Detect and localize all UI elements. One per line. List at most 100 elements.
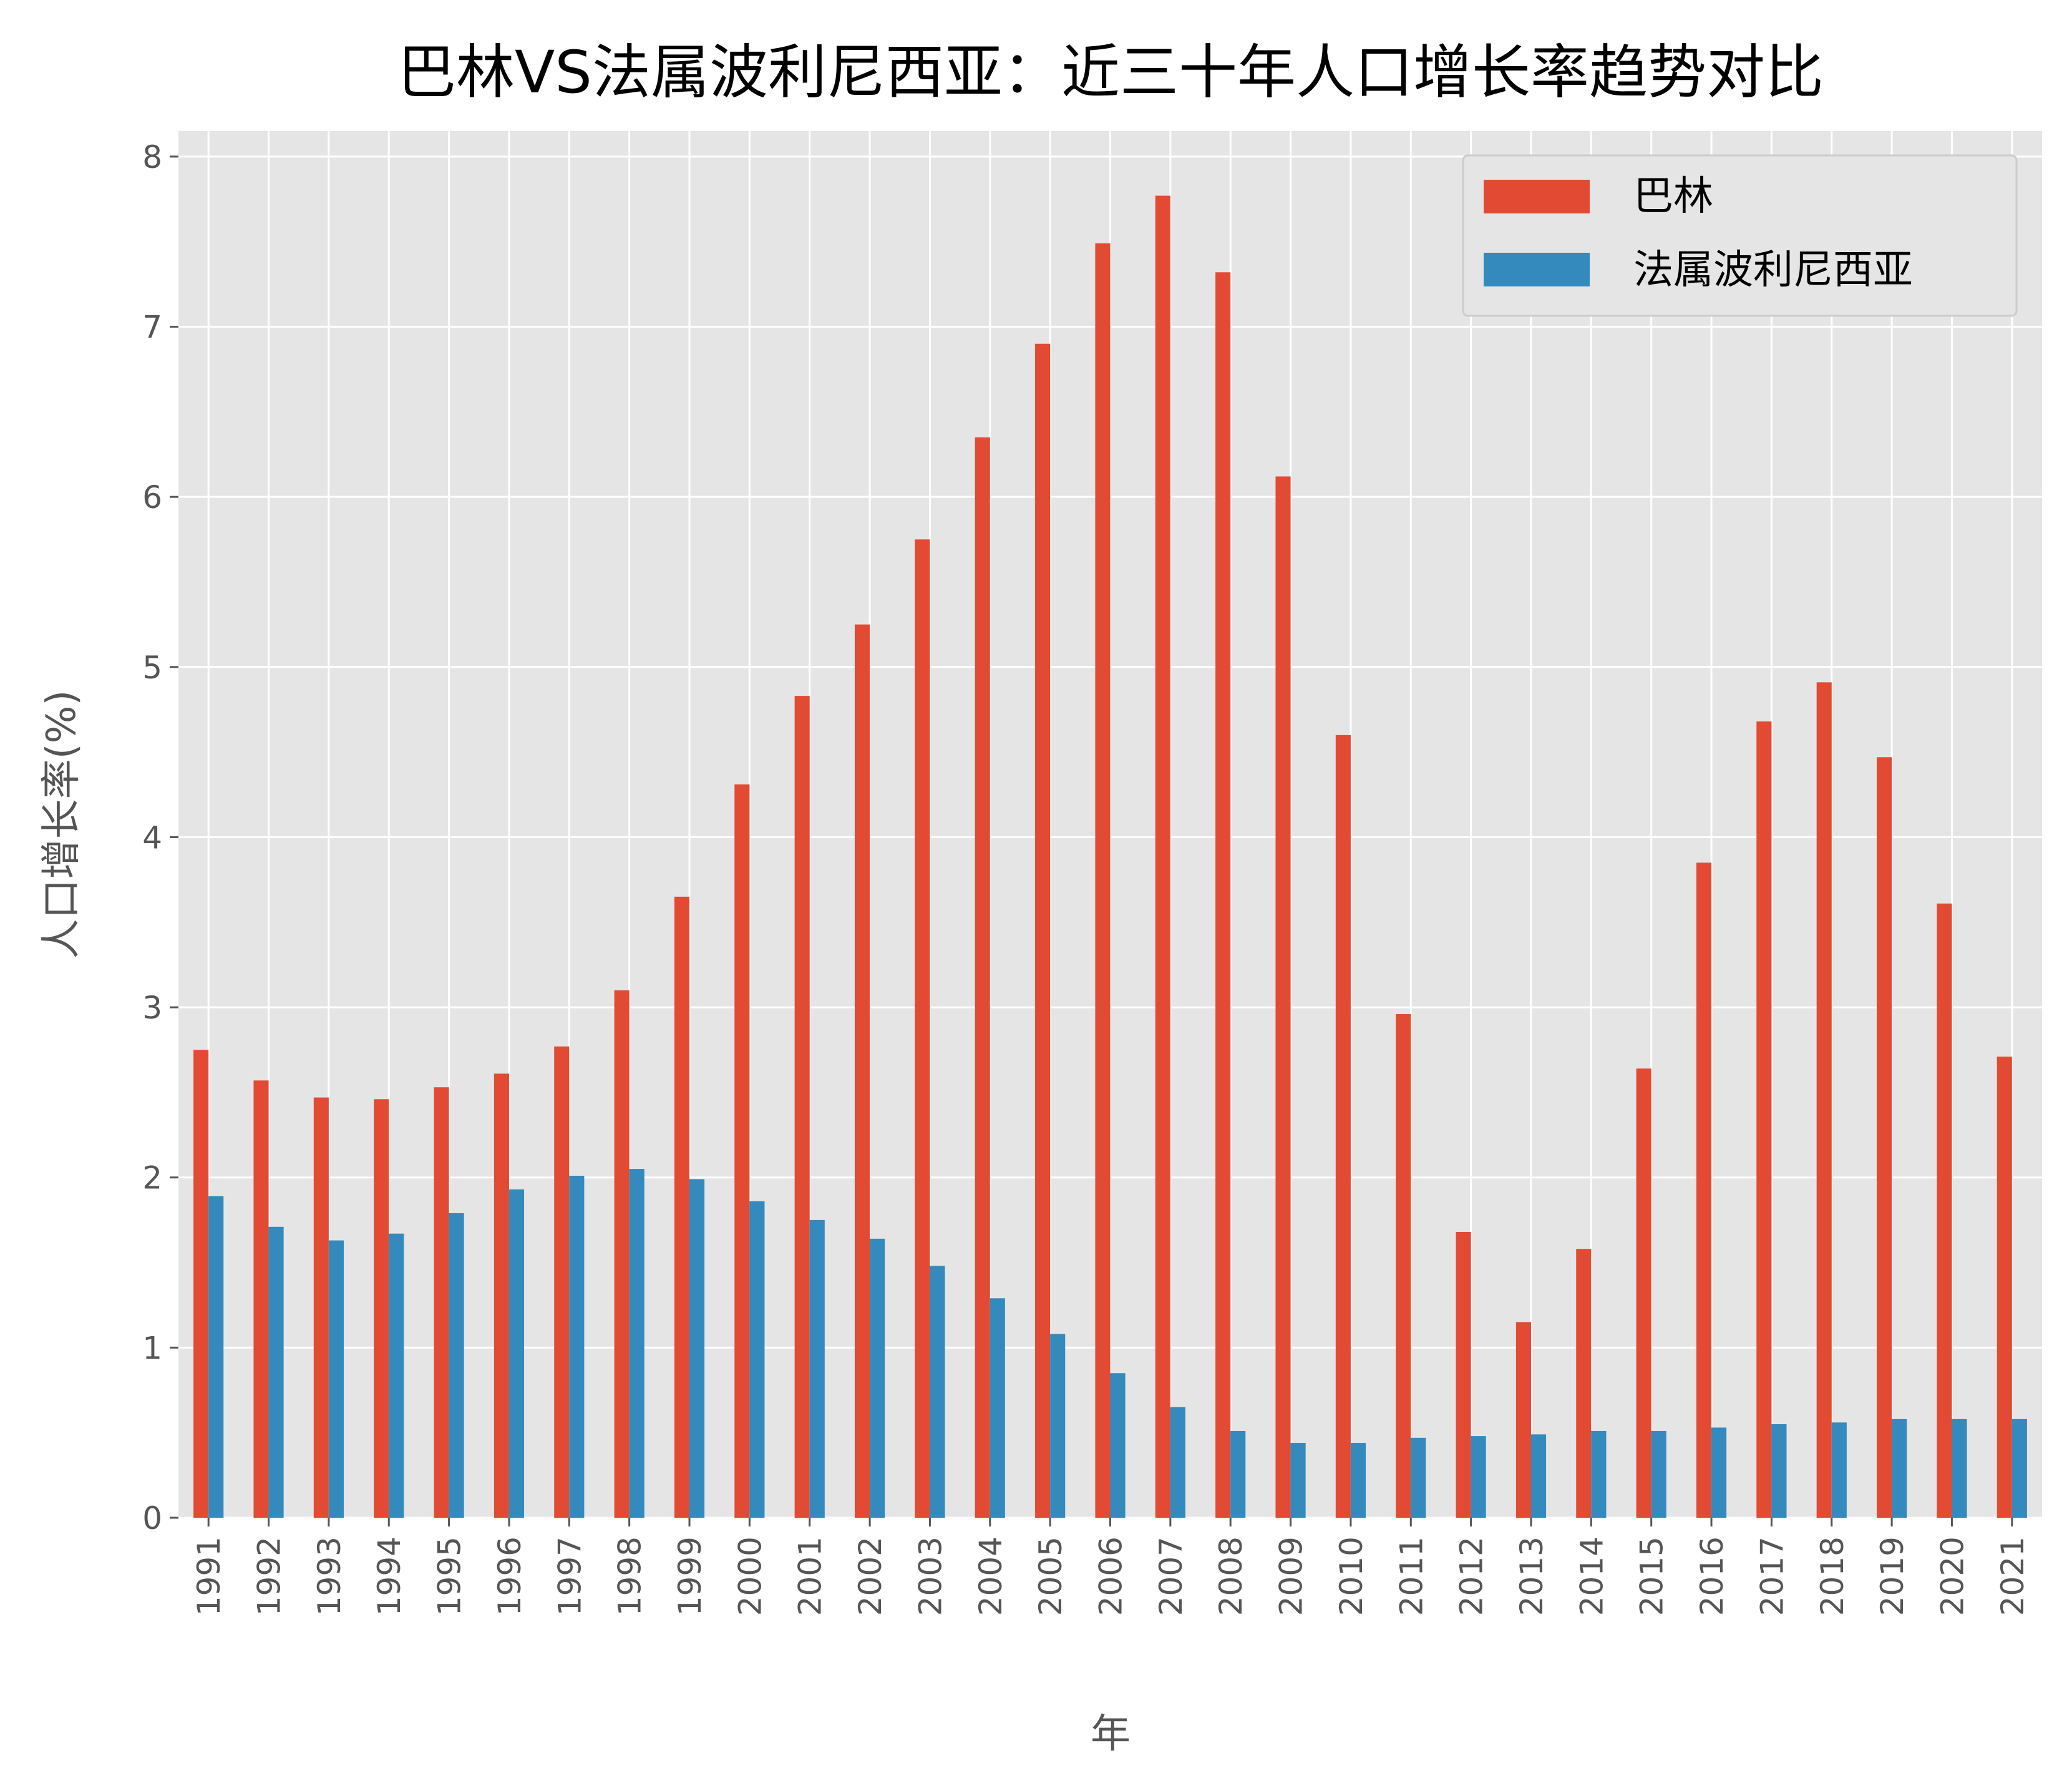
bar-bahrain-2002 bbox=[854, 624, 870, 1518]
bar-bahrain-2017 bbox=[1756, 721, 1772, 1518]
bar-french-polynesia-2018 bbox=[1831, 1422, 1847, 1518]
x-tick-label: 2001 bbox=[792, 1536, 829, 1616]
bar-bahrain-1995 bbox=[434, 1087, 449, 1518]
bar-french-polynesia-2010 bbox=[1350, 1443, 1366, 1518]
bar-french-polynesia-2000 bbox=[749, 1201, 765, 1518]
bar-bahrain-2018 bbox=[1816, 682, 1832, 1518]
x-tick-label: 1996 bbox=[492, 1536, 528, 1616]
y-axis-label: 人口增长率(%) bbox=[39, 690, 85, 959]
bar-bahrain-2013 bbox=[1515, 1322, 1531, 1518]
bar-bahrain-1997 bbox=[554, 1046, 570, 1518]
x-tick-label: 2005 bbox=[1033, 1536, 1069, 1616]
legend-label-french-polynesia: 法属波利尼西亚 bbox=[1633, 247, 1913, 293]
bar-french-polynesia-1999 bbox=[689, 1179, 705, 1518]
y-tick-label: 3 bbox=[142, 990, 162, 1026]
bar-french-polynesia-2002 bbox=[870, 1238, 885, 1518]
bar-french-polynesia-2009 bbox=[1290, 1443, 1306, 1518]
bar-french-polynesia-1993 bbox=[328, 1240, 344, 1518]
bar-french-polynesia-2001 bbox=[809, 1219, 825, 1518]
bar-bahrain-2008 bbox=[1215, 272, 1231, 1518]
x-tick-label: 2016 bbox=[1694, 1536, 1730, 1616]
bar-bahrain-1999 bbox=[674, 896, 690, 1518]
bar-french-polynesia-2011 bbox=[1411, 1437, 1426, 1518]
y-tick-label: 5 bbox=[142, 650, 162, 686]
bar-french-polynesia-2006 bbox=[1110, 1373, 1126, 1518]
bar-bahrain-2016 bbox=[1696, 862, 1712, 1518]
x-tick-label: 2011 bbox=[1393, 1536, 1429, 1616]
x-axis-label: 年 bbox=[1091, 1711, 1131, 1757]
legend: 巴林 法属波利尼西亚 bbox=[1462, 154, 2018, 317]
bar-french-polynesia-1994 bbox=[389, 1233, 404, 1518]
x-tick-label: 1992 bbox=[251, 1536, 288, 1616]
x-tick-label: 2003 bbox=[912, 1536, 948, 1616]
y-tick-label: 7 bbox=[142, 310, 162, 346]
bar-french-polynesia-2020 bbox=[1952, 1419, 1967, 1518]
y-tick-label: 1 bbox=[142, 1330, 162, 1366]
bar-french-polynesia-1992 bbox=[268, 1226, 284, 1518]
bar-french-polynesia-2005 bbox=[1050, 1334, 1066, 1518]
x-tick-label: 2013 bbox=[1514, 1536, 1550, 1616]
bar-bahrain-1994 bbox=[374, 1099, 389, 1518]
x-tick-label: 1994 bbox=[371, 1536, 407, 1616]
y-tick-label: 8 bbox=[142, 139, 162, 175]
x-tick-label: 2008 bbox=[1213, 1536, 1249, 1616]
bar-french-polynesia-2021 bbox=[2011, 1419, 2027, 1518]
x-tick-label: 1998 bbox=[612, 1536, 648, 1616]
x-tick-label: 2018 bbox=[1814, 1536, 1851, 1616]
bar-bahrain-1993 bbox=[313, 1097, 329, 1518]
bar-french-polynesia-2019 bbox=[1892, 1419, 1907, 1518]
bar-french-polynesia-2007 bbox=[1170, 1407, 1185, 1518]
bar-french-polynesia-2003 bbox=[930, 1266, 945, 1518]
x-tick-label: 2012 bbox=[1454, 1536, 1490, 1616]
x-tick-label: 2007 bbox=[1153, 1536, 1189, 1616]
bar-bahrain-1991 bbox=[193, 1050, 209, 1518]
x-tick-label: 1991 bbox=[191, 1536, 227, 1616]
y-tick-label: 0 bbox=[142, 1500, 162, 1536]
x-tick-label: 1997 bbox=[552, 1536, 588, 1616]
x-tick-label: 1999 bbox=[672, 1536, 708, 1616]
bar-bahrain-2001 bbox=[794, 696, 810, 1518]
bar-bahrain-2021 bbox=[1997, 1057, 2012, 1518]
bar-bahrain-2003 bbox=[915, 539, 930, 1518]
x-tick-label: 2009 bbox=[1273, 1536, 1310, 1616]
x-tick-label: 1993 bbox=[311, 1536, 348, 1616]
bar-french-polynesia-2004 bbox=[990, 1298, 1005, 1518]
bar-french-polynesia-2015 bbox=[1651, 1430, 1666, 1518]
x-tick-label: 2004 bbox=[973, 1536, 1009, 1616]
bar-french-polynesia-2014 bbox=[1591, 1430, 1607, 1518]
bar-french-polynesia-2016 bbox=[1711, 1427, 1727, 1518]
x-tick-label: 2014 bbox=[1573, 1536, 1610, 1616]
bar-bahrain-1996 bbox=[494, 1073, 509, 1518]
x-tick-label: 1995 bbox=[432, 1536, 468, 1616]
bar-bahrain-2012 bbox=[1456, 1231, 1471, 1518]
y-axis-ticks: 0 1 2 3 4 5 6 7 8 bbox=[142, 139, 178, 1536]
bar-bahrain-2000 bbox=[734, 784, 750, 1518]
bar-bahrain-2010 bbox=[1335, 735, 1351, 1518]
chart-title: 巴林VS法属波利尼西亚：近三十年人口增长率趋势对比 bbox=[397, 39, 1824, 107]
bar-french-polynesia-1998 bbox=[629, 1169, 644, 1518]
bar-bahrain-2015 bbox=[1636, 1068, 1651, 1518]
bar-bahrain-2004 bbox=[975, 437, 990, 1518]
bar-bahrain-2011 bbox=[1396, 1013, 1411, 1518]
bar-bahrain-2009 bbox=[1275, 476, 1291, 1518]
bar-bahrain-2014 bbox=[1576, 1249, 1592, 1518]
y-tick-label: 4 bbox=[142, 819, 162, 856]
bar-bahrain-2019 bbox=[1877, 757, 1892, 1518]
bar-french-polynesia-1997 bbox=[569, 1175, 585, 1518]
bar-bahrain-2020 bbox=[1937, 903, 1952, 1518]
x-tick-label: 2019 bbox=[1874, 1536, 1910, 1616]
y-tick-label: 2 bbox=[142, 1160, 162, 1196]
bar-bahrain-2006 bbox=[1095, 243, 1111, 1518]
legend-label-bahrain: 巴林 bbox=[1633, 173, 1713, 220]
legend-swatch-bahrain bbox=[1484, 180, 1590, 213]
bar-bahrain-2007 bbox=[1155, 195, 1170, 1518]
x-tick-label: 2021 bbox=[1995, 1536, 2031, 1616]
bar-french-polynesia-2017 bbox=[1771, 1424, 1787, 1518]
x-tick-label: 2002 bbox=[852, 1536, 888, 1616]
bar-french-polynesia-1995 bbox=[449, 1213, 464, 1518]
x-axis-ticks: 1991 1992 1993 1994 1995 1996 1997 1998 1999 2000… bbox=[191, 1518, 2031, 1616]
x-tick-label: 2015 bbox=[1634, 1536, 1670, 1616]
bar-french-polynesia-2008 bbox=[1230, 1430, 1246, 1518]
bar-bahrain-2005 bbox=[1035, 343, 1051, 1518]
